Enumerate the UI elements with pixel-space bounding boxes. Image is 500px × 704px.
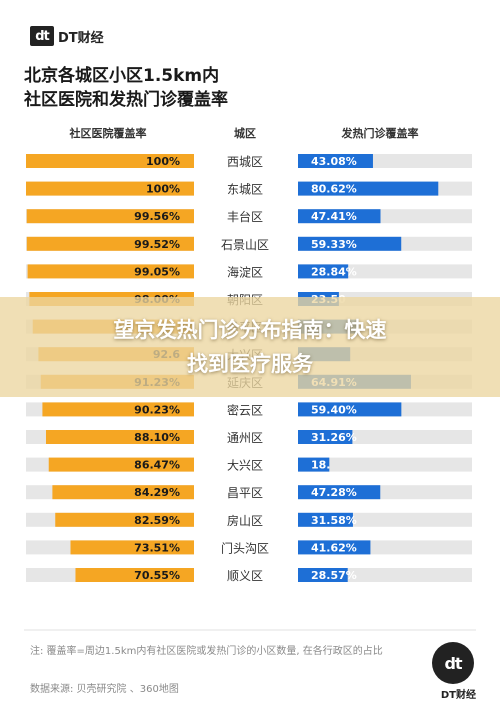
dt-corner-logo-icon: dt xyxy=(432,642,474,684)
right-bar xyxy=(298,264,349,279)
left-bar-label: 86.47% xyxy=(134,459,180,472)
right-bar xyxy=(298,540,371,555)
left-bar-label: 84.29% xyxy=(134,486,180,499)
left-bar xyxy=(55,512,195,527)
right-bar xyxy=(298,512,353,527)
corner-brand-name: DT财经 xyxy=(440,690,476,701)
category-label: 石景山区 xyxy=(221,238,269,252)
right-bar-label: 31.58% xyxy=(311,514,357,527)
left-bar-label: 82.59% xyxy=(134,514,180,527)
left-bar-label: 100% xyxy=(146,183,180,196)
left-bar xyxy=(45,430,194,444)
right-bar xyxy=(298,154,373,168)
left-bar-label: 99.52% xyxy=(134,238,180,251)
category-label: 东城区 xyxy=(227,183,263,197)
category-label: 海淀区 xyxy=(227,264,263,279)
right-bar-label: 28.57% xyxy=(311,569,357,582)
right-bar xyxy=(298,430,353,444)
left-bar xyxy=(26,209,195,224)
left-header: 社区医院覆盖率 xyxy=(69,126,147,140)
left-bar xyxy=(26,236,195,251)
left-bar-label: 99.05% xyxy=(134,265,180,278)
left-bar-label: 100% xyxy=(146,155,180,168)
right-bar xyxy=(298,568,348,582)
category-label: 顺义区 xyxy=(227,569,263,583)
overlay-banner: 望京发热门诊分布指南：快速 找到医疗服务 xyxy=(0,297,500,397)
right-bar-label: 18. xyxy=(311,459,331,472)
category-label: 门头沟区 xyxy=(221,540,269,555)
left-bar xyxy=(75,568,194,582)
right-bar-label: 43.08% xyxy=(311,155,357,168)
dt-logo-icon: dt xyxy=(30,26,54,46)
right-bar xyxy=(298,457,330,472)
left-bar-label: 99.56% xyxy=(134,210,180,223)
category-label: 通州区 xyxy=(227,431,263,445)
category-label: 丰台区 xyxy=(227,209,263,224)
brand: dt DT财经 xyxy=(30,26,104,46)
right-bar-label: 47.41% xyxy=(311,210,357,223)
brand-name: DT财经 xyxy=(58,30,104,46)
footnote: 注: 覆盖率=周边1.5km内有社区医院或发热门诊的小区数量, 在各行政区的占比 xyxy=(30,646,383,657)
left-bar xyxy=(48,457,194,472)
left-bar xyxy=(70,540,194,555)
title-line-1: 北京各城区小区1.5km内 xyxy=(24,66,220,86)
category-label: 房山区 xyxy=(227,513,263,528)
category-label: 昌平区 xyxy=(227,486,263,500)
right-bar-label: 59.33% xyxy=(311,238,357,251)
left-bar-label: 90.23% xyxy=(134,403,180,416)
right-bar xyxy=(298,236,402,251)
right-bar-label: 80.62% xyxy=(311,183,357,196)
right-bar-label: 59.40% xyxy=(311,403,357,416)
left-bar-label: 73.51% xyxy=(134,541,180,554)
right-bar xyxy=(298,402,402,417)
left-bar xyxy=(26,181,194,196)
left-bar xyxy=(26,154,194,168)
left-bar xyxy=(42,402,194,417)
overlay-line-1: 望京发热门诊分布指南：快速 xyxy=(113,318,387,342)
title-line-2: 社区医院和发热门诊覆盖率 xyxy=(24,90,228,110)
category-label: 密云区 xyxy=(227,402,263,417)
middle-header: 城区 xyxy=(234,126,256,140)
left-bar xyxy=(27,264,194,279)
chart-title: 北京各城区小区1.5km内 社区医院和发热门诊覆盖率 xyxy=(24,64,228,112)
right-bar xyxy=(298,485,381,500)
data-source: 数据来源: 贝壳研究院 、360地图 xyxy=(30,684,179,695)
right-bar-label: 47.28% xyxy=(311,486,357,499)
left-bar-label: 88.10% xyxy=(134,431,180,444)
left-bar-label: 70.55% xyxy=(134,569,180,582)
right-bar-label: 28.84% xyxy=(311,265,357,278)
right-bar xyxy=(298,209,381,224)
right-bar-label: 31.26% xyxy=(311,431,357,444)
right-bar xyxy=(298,181,439,196)
overlay-line-2: 找到医疗服务 xyxy=(187,352,313,376)
right-track xyxy=(298,457,472,472)
category-label: 西城区 xyxy=(227,155,263,169)
left-bar xyxy=(52,485,195,500)
category-label: 大兴区 xyxy=(227,459,263,473)
right-bar-label: 41.62% xyxy=(311,541,357,554)
right-header: 发热门诊覆盖率 xyxy=(341,126,419,140)
